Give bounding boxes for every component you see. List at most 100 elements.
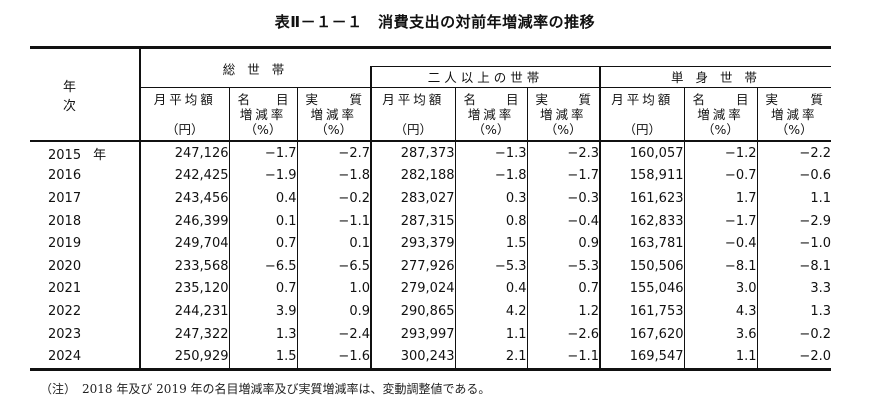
table-row: 2017 243,456 0.4 −0.2 283,027 0.3 −0.3 161,623 1… — [30, 187, 831, 210]
total-nominal-cell: −6.5 — [228, 254, 297, 278]
two-plus-real-cell: −0.4 — [526, 209, 600, 233]
single-real-cell: 3.3 — [756, 277, 831, 301]
single-real-cell: −2.0 — [756, 345, 831, 371]
table-row: 2020 233,568 −6.5 −6.5 277,926 −5.3 −5.3 150,50… — [30, 254, 831, 278]
single-nominal-cell: −0.7 — [683, 164, 757, 188]
year-cell: 2018 — [30, 210, 140, 233]
two-plus-nominal-cell: 2.1 — [454, 345, 527, 371]
table-row: 2018 246,399 0.1 −1.1 287,315 0.8 −0.4 162,833−… — [30, 209, 831, 233]
single-amount-cell: 160,057 — [599, 140, 684, 165]
single-amount-cell: 167,620 — [599, 322, 684, 346]
single-amount-cell: 158,911 — [599, 164, 684, 188]
two-plus-nominal-cell: 4.2 — [454, 300, 527, 323]
total-real-cell: −6.5 — [296, 254, 371, 278]
total-real-cell: −1.1 — [296, 209, 371, 233]
two-plus-real-cell: 0.9 — [526, 232, 600, 255]
single-nominal-cell: 1.1 — [683, 345, 757, 371]
two-plus-amount-cell: 282,188 — [370, 164, 455, 188]
year-cell: 2019 — [30, 232, 140, 255]
single-amount-cell: 155,046 — [599, 277, 684, 301]
two-plus-real-cell: −5.3 — [526, 254, 600, 278]
total-real-cell: −1.8 — [296, 164, 371, 188]
single-real-cell: −0.6 — [756, 164, 831, 188]
single-real-cell: −1.0 — [756, 232, 831, 255]
single-nominal-cell: −8.1 — [683, 254, 757, 278]
year-cell: 2017 — [30, 187, 140, 210]
single-nominal-cell: 4.3 — [683, 300, 757, 323]
total-amount-cell: 243,456 — [139, 187, 229, 210]
year-value: 2022 — [48, 303, 82, 319]
table-row: 2019 249,704 0.7 0.1 293,379 1.5 0.9 163,781 −0.… — [30, 232, 831, 255]
two-plus-real-cell: −0.3 — [526, 187, 600, 210]
year-column-header: 年 次 — [30, 46, 140, 141]
total-nominal-cell: 1.3 — [228, 322, 297, 346]
single-nominal-cell: 1.7 — [683, 187, 757, 210]
single-amount-cell: 161,753 — [599, 300, 684, 323]
two-plus-nominal-cell: −1.3 — [454, 140, 527, 165]
group-header-total: 総 世 帯 — [139, 46, 371, 88]
total-nominal-cell: 0.1 — [228, 209, 297, 233]
table-row: 2016 242,425 −1.9 −1.8 282,188 −1.8 −1.7 158,91… — [30, 164, 831, 188]
subheader-real: 実質 増減率 （%） — [296, 87, 371, 141]
total-real-cell: 0.9 — [296, 300, 371, 323]
single-nominal-cell: −1.2 — [683, 140, 757, 165]
two-plus-nominal-cell: 0.8 — [454, 209, 527, 233]
two-plus-real-cell: −2.6 — [526, 322, 600, 346]
total-real-cell: −2.7 — [296, 140, 371, 165]
subheader-real: 実質 増減率 （%） — [756, 87, 831, 141]
consumption-expenditure-table: 年 次 総 世 帯 二人以上の世帯 単 身 世 帯 月平均額 （円） 名目 増減… — [30, 46, 831, 371]
single-real-cell: −2.2 — [756, 140, 831, 165]
table-row: 2023 247,322 1.3 −2.4 293,997 1.1 −2.6 167,620 3… — [30, 322, 831, 346]
table-row: 2022 244,231 3.9 0.9 290,865 4.2 1.2 161,753 4.3… — [30, 300, 831, 323]
single-nominal-cell: 3.6 — [683, 322, 757, 346]
two-plus-amount-cell: 287,373 — [370, 140, 455, 165]
header-spacer — [371, 46, 831, 67]
year-suffix: 年 — [93, 147, 107, 163]
sub-header-row: 月平均額 （円） 名目 増減率 （%） 実質 増減率 （%） 月平均額 （円） … — [30, 87, 831, 141]
footnote: （注） 2018 年及び 2019 年の名目増減率及び実質増減率は、変動調整値で… — [40, 382, 491, 396]
single-nominal-cell: −1.7 — [683, 209, 757, 233]
single-nominal-cell: 3.0 — [683, 277, 757, 301]
subheader-amount: 月平均額 （円） — [139, 87, 229, 141]
total-amount-cell: 235,120 — [139, 277, 229, 301]
year-cell: 2020 — [30, 255, 140, 278]
year-cell: 2016 — [30, 165, 140, 188]
year-cell: 2021 — [30, 278, 140, 301]
year-value: 2015 — [48, 147, 82, 163]
two-plus-amount-cell: 300,243 — [370, 345, 455, 371]
year-cell: 2022 — [30, 300, 140, 323]
single-amount-cell: 169,547 — [599, 345, 684, 371]
group-header-single: 単 身 世 帯 — [599, 65, 831, 88]
total-nominal-cell: 3.9 — [228, 300, 297, 323]
subheader-nominal: 名目 増減率 （%） — [228, 87, 297, 141]
total-amount-cell: 233,568 — [139, 254, 229, 278]
two-plus-real-cell: −1.7 — [526, 164, 600, 188]
subheader-nominal: 名目 増減率 （%） — [454, 87, 527, 141]
total-amount-cell: 247,322 — [139, 322, 229, 346]
two-plus-amount-cell: 277,926 — [370, 254, 455, 278]
single-real-cell: 1.1 — [756, 187, 831, 210]
table-row: 2024 250,929 1.5 −1.6 300,243 2.1 −1.1 169,547 1… — [30, 345, 831, 371]
year-value: 2024 — [48, 349, 82, 365]
subheader-nominal: 名目 増減率 （%） — [683, 87, 757, 141]
table-title: 表Ⅱ－１－１ 消費支出の対前年増減率の推移 — [274, 13, 596, 31]
two-plus-nominal-cell: 1.1 — [454, 322, 527, 346]
two-plus-nominal-cell: 1.5 — [454, 232, 527, 255]
total-nominal-cell: 0.7 — [228, 232, 297, 255]
two-plus-amount-cell: 293,379 — [370, 232, 455, 255]
total-nominal-cell: 0.7 — [228, 277, 297, 301]
single-real-cell: −0.2 — [756, 322, 831, 346]
total-real-cell: −0.2 — [296, 187, 371, 210]
single-real-cell: −8.1 — [756, 254, 831, 278]
table-row: 2015 年 247,126 −1.7 −2.7 287,373 −1.3 −2.3 160,0… — [30, 140, 831, 165]
single-amount-cell: 161,623 — [599, 187, 684, 210]
total-nominal-cell: 0.4 — [228, 187, 297, 210]
total-amount-cell: 246,399 — [139, 209, 229, 233]
year-value: 2021 — [48, 281, 82, 297]
two-plus-real-cell: −1.1 — [526, 345, 600, 371]
two-plus-real-cell: −2.3 — [526, 140, 600, 165]
two-plus-nominal-cell: −1.8 — [454, 164, 527, 188]
subheader-real: 実質 増減率 （%） — [526, 87, 600, 141]
total-nominal-cell: −1.7 — [228, 140, 297, 165]
subheader-amount: 月平均額 （円） — [370, 87, 455, 141]
